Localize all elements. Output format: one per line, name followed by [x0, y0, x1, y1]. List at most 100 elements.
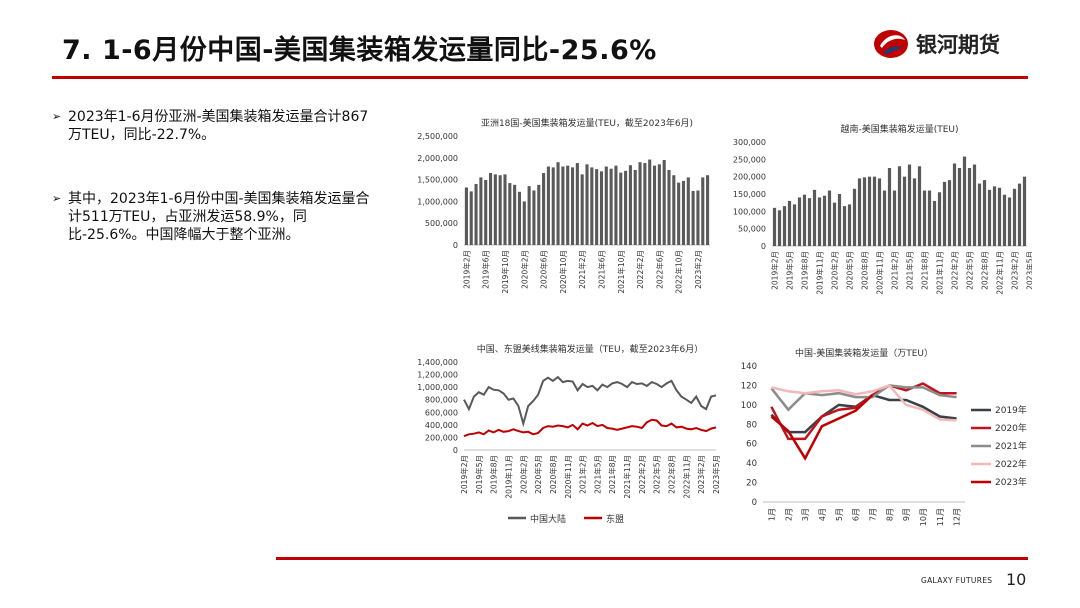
bar	[585, 164, 589, 245]
bar	[977, 183, 982, 246]
bar	[648, 159, 652, 245]
bar	[782, 206, 787, 246]
bar	[937, 192, 942, 246]
x-tick-label: 2021年6月	[596, 250, 606, 289]
bar	[488, 173, 493, 245]
china-us-yearly-line-chart: 中国-美国集装箱发运量（万TEU） 0 20 40 60 80 100 120 140 1月 2月 3…	[741, 347, 1027, 526]
x-tick-label: 2020年2月	[519, 250, 529, 289]
y-tick-label: 140	[741, 362, 757, 372]
legend-label: 2023年	[995, 476, 1027, 488]
y-tick-label: 40	[746, 459, 757, 469]
x-tick-label: 2月	[784, 508, 793, 521]
bar	[696, 190, 700, 245]
bar	[527, 186, 531, 245]
vietnam-us-bar-chart: 越南-美国集装箱发运量(TEU) 0 50,000 100,000 150,000 200…	[733, 123, 1032, 295]
legend-label: 东盟	[606, 513, 624, 525]
x-tick-label: 8月	[885, 508, 894, 521]
bar	[817, 197, 822, 246]
bar	[827, 190, 832, 246]
series-line	[770, 384, 957, 412]
chart-title: 越南-美国集装箱发运量(TEU)	[840, 123, 958, 135]
x-tick-label: 2019年11月	[503, 455, 513, 499]
y-tick-label: 1,500,000	[417, 176, 458, 185]
x-tick-label: 2021年5月	[592, 455, 602, 494]
bar	[812, 189, 817, 246]
x-tick-label: 2022年10月	[674, 250, 684, 294]
bar	[657, 164, 661, 245]
bullet-arrow-icon: ➢	[52, 192, 62, 205]
bar	[872, 176, 877, 246]
bar	[927, 190, 932, 246]
bar	[546, 166, 550, 245]
x-tick-label: 2022年5月	[965, 251, 975, 290]
x-tick-label: 2020年2月	[830, 251, 840, 290]
bar	[837, 194, 842, 246]
bar	[967, 168, 972, 246]
bar	[862, 177, 867, 246]
x-tick-label: 2020年11月	[875, 251, 885, 295]
bar	[772, 207, 777, 246]
x-tick-label: 2021年2月	[578, 455, 588, 494]
bar	[917, 166, 922, 246]
x-tick-label: 2020年6月	[539, 250, 549, 289]
y-tick-label: 20	[746, 479, 757, 489]
x-tick-label: 2022年11月	[681, 455, 691, 499]
x-tick-label: 9月	[902, 508, 911, 521]
bar	[672, 175, 676, 245]
y-tick-label: 200,000	[425, 433, 458, 442]
y-tick-label: 0	[752, 498, 757, 508]
x-tick-label: 2019年2月	[461, 250, 471, 289]
bar	[792, 204, 797, 246]
x-tick-label: 5月	[835, 508, 844, 521]
bar	[590, 167, 594, 245]
y-tick-label: 250,000	[733, 155, 766, 164]
x-tick-label: 2019年5月	[474, 455, 484, 494]
series-line	[463, 375, 717, 428]
x-tick-label: 2019年5月	[785, 251, 795, 290]
bar	[493, 174, 497, 245]
bar	[498, 175, 502, 245]
bar	[513, 184, 517, 245]
bar	[847, 204, 852, 246]
bar	[537, 184, 541, 245]
bar	[638, 162, 642, 245]
bullet-text: 其中，2023年1-6月份中国-美国集装箱发运量合计511万TEU，占亚洲发运5…	[68, 191, 370, 243]
bar	[912, 178, 917, 246]
bar	[479, 177, 483, 245]
bar	[474, 183, 478, 245]
bullet-list: ➢ 2023年1-6月份亚洲-美国集装箱发运量合计867万TEU，同比-22.7…	[52, 108, 372, 290]
bar	[1022, 176, 1027, 246]
bar	[484, 180, 488, 245]
bar	[686, 177, 690, 245]
x-tick-label: 2022年5月	[652, 455, 662, 494]
bar	[987, 189, 992, 246]
bar	[619, 172, 623, 245]
x-tick-label: 2021年11月	[622, 455, 632, 499]
x-tick-label: 2021年8月	[920, 251, 930, 290]
chart-title: 中国、东盟美线集装箱发运量（TEU，截至2023年6月）	[477, 343, 703, 355]
legend-label: 2021年	[995, 440, 1027, 452]
bar	[877, 178, 882, 246]
bullet-arrow-icon: ➢	[52, 110, 62, 123]
bullet-item: ➢ 其中，2023年1-6月份中国-美国集装箱发运量合计511万TEU，占亚洲发…	[52, 190, 372, 244]
bar	[982, 180, 987, 246]
x-tick-label: 2019年6月	[481, 250, 491, 289]
x-tick-label: 2020年8月	[860, 251, 870, 290]
bar	[604, 166, 608, 245]
x-tick-label: 2019年8月	[800, 251, 810, 290]
x-tick-label: 2021年11月	[935, 251, 945, 295]
y-tick-label: 150,000	[733, 190, 766, 199]
bar	[802, 194, 807, 246]
x-tick-label: 3月	[801, 508, 810, 521]
bar	[992, 186, 997, 246]
footer-divider	[276, 557, 1028, 560]
x-tick-label: 4月	[818, 508, 827, 521]
bar	[575, 163, 579, 245]
bar	[897, 166, 902, 246]
y-tick-label: 0	[761, 242, 766, 251]
y-tick-label: 600,000	[425, 408, 458, 417]
x-tick-label: 1月	[767, 508, 776, 521]
bar	[701, 177, 705, 245]
bar	[1017, 183, 1022, 246]
bar	[624, 170, 628, 245]
